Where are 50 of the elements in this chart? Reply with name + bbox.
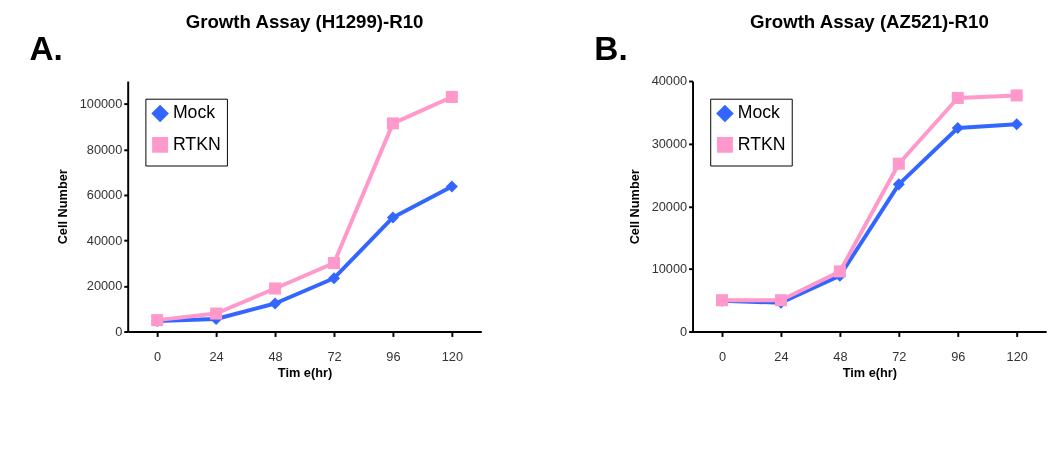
y-tick-label: 40000 <box>86 232 123 248</box>
y-tick-label: 60000 <box>86 187 123 203</box>
point <box>386 211 399 224</box>
y-tick-label: 0 <box>680 323 688 339</box>
y-tick-label: 0 <box>115 323 123 339</box>
text: A. <box>29 30 63 68</box>
y-tick-label: 20000 <box>651 198 688 214</box>
x-tick-label: 48 <box>833 348 848 364</box>
y-tick-label: 40000 <box>651 73 688 89</box>
chart-title: Growth Assay (H1299)-R10 <box>185 10 424 32</box>
y-tick-label: 20000 <box>86 278 123 294</box>
legend-label: RTKN <box>737 133 786 154</box>
y-tick-label: 80000 <box>86 141 123 157</box>
point <box>327 272 341 285</box>
x-tick-label: 48 <box>268 348 283 364</box>
legend-label: Mock <box>172 102 216 123</box>
text: B. <box>594 30 628 68</box>
y-tick-label: 100000 <box>79 96 123 112</box>
x-tick-label: 0 <box>154 348 162 364</box>
point <box>951 91 964 104</box>
point <box>833 265 846 278</box>
y-axis-title: Cell Number <box>54 169 70 245</box>
x-tick-label: 72 <box>327 348 342 364</box>
chart-title: Growth Assay (AZ521)-R10 <box>749 10 989 32</box>
point <box>210 307 223 320</box>
x-tick-label: 24 <box>774 348 789 364</box>
y-axis-title: Cell Number <box>626 169 642 245</box>
point <box>951 121 964 135</box>
x-tick-label: 96 <box>386 348 401 364</box>
point <box>445 180 458 193</box>
point <box>445 90 458 103</box>
point <box>892 157 905 170</box>
x-tick-label: 96 <box>951 348 966 364</box>
point <box>269 282 282 295</box>
legend-label: RTKN <box>172 133 221 154</box>
x-tick-label: 24 <box>209 348 224 364</box>
y-tick-label: 10000 <box>651 261 688 277</box>
x-tick-label: 120 <box>441 348 464 364</box>
x-axis-title: Tim e(hr) <box>277 365 333 381</box>
x-tick-label: 0 <box>718 348 727 364</box>
x-tick-label: 120 <box>1006 348 1028 364</box>
point <box>1010 89 1023 102</box>
point <box>386 117 399 130</box>
legend-label: Mock <box>737 102 781 123</box>
point <box>327 256 341 269</box>
y-tick-label: 30000 <box>651 136 688 152</box>
x-tick-label: 72 <box>892 348 907 364</box>
point <box>892 178 905 191</box>
point <box>269 297 282 310</box>
x-axis-title: Tim e(hr) <box>842 365 898 381</box>
